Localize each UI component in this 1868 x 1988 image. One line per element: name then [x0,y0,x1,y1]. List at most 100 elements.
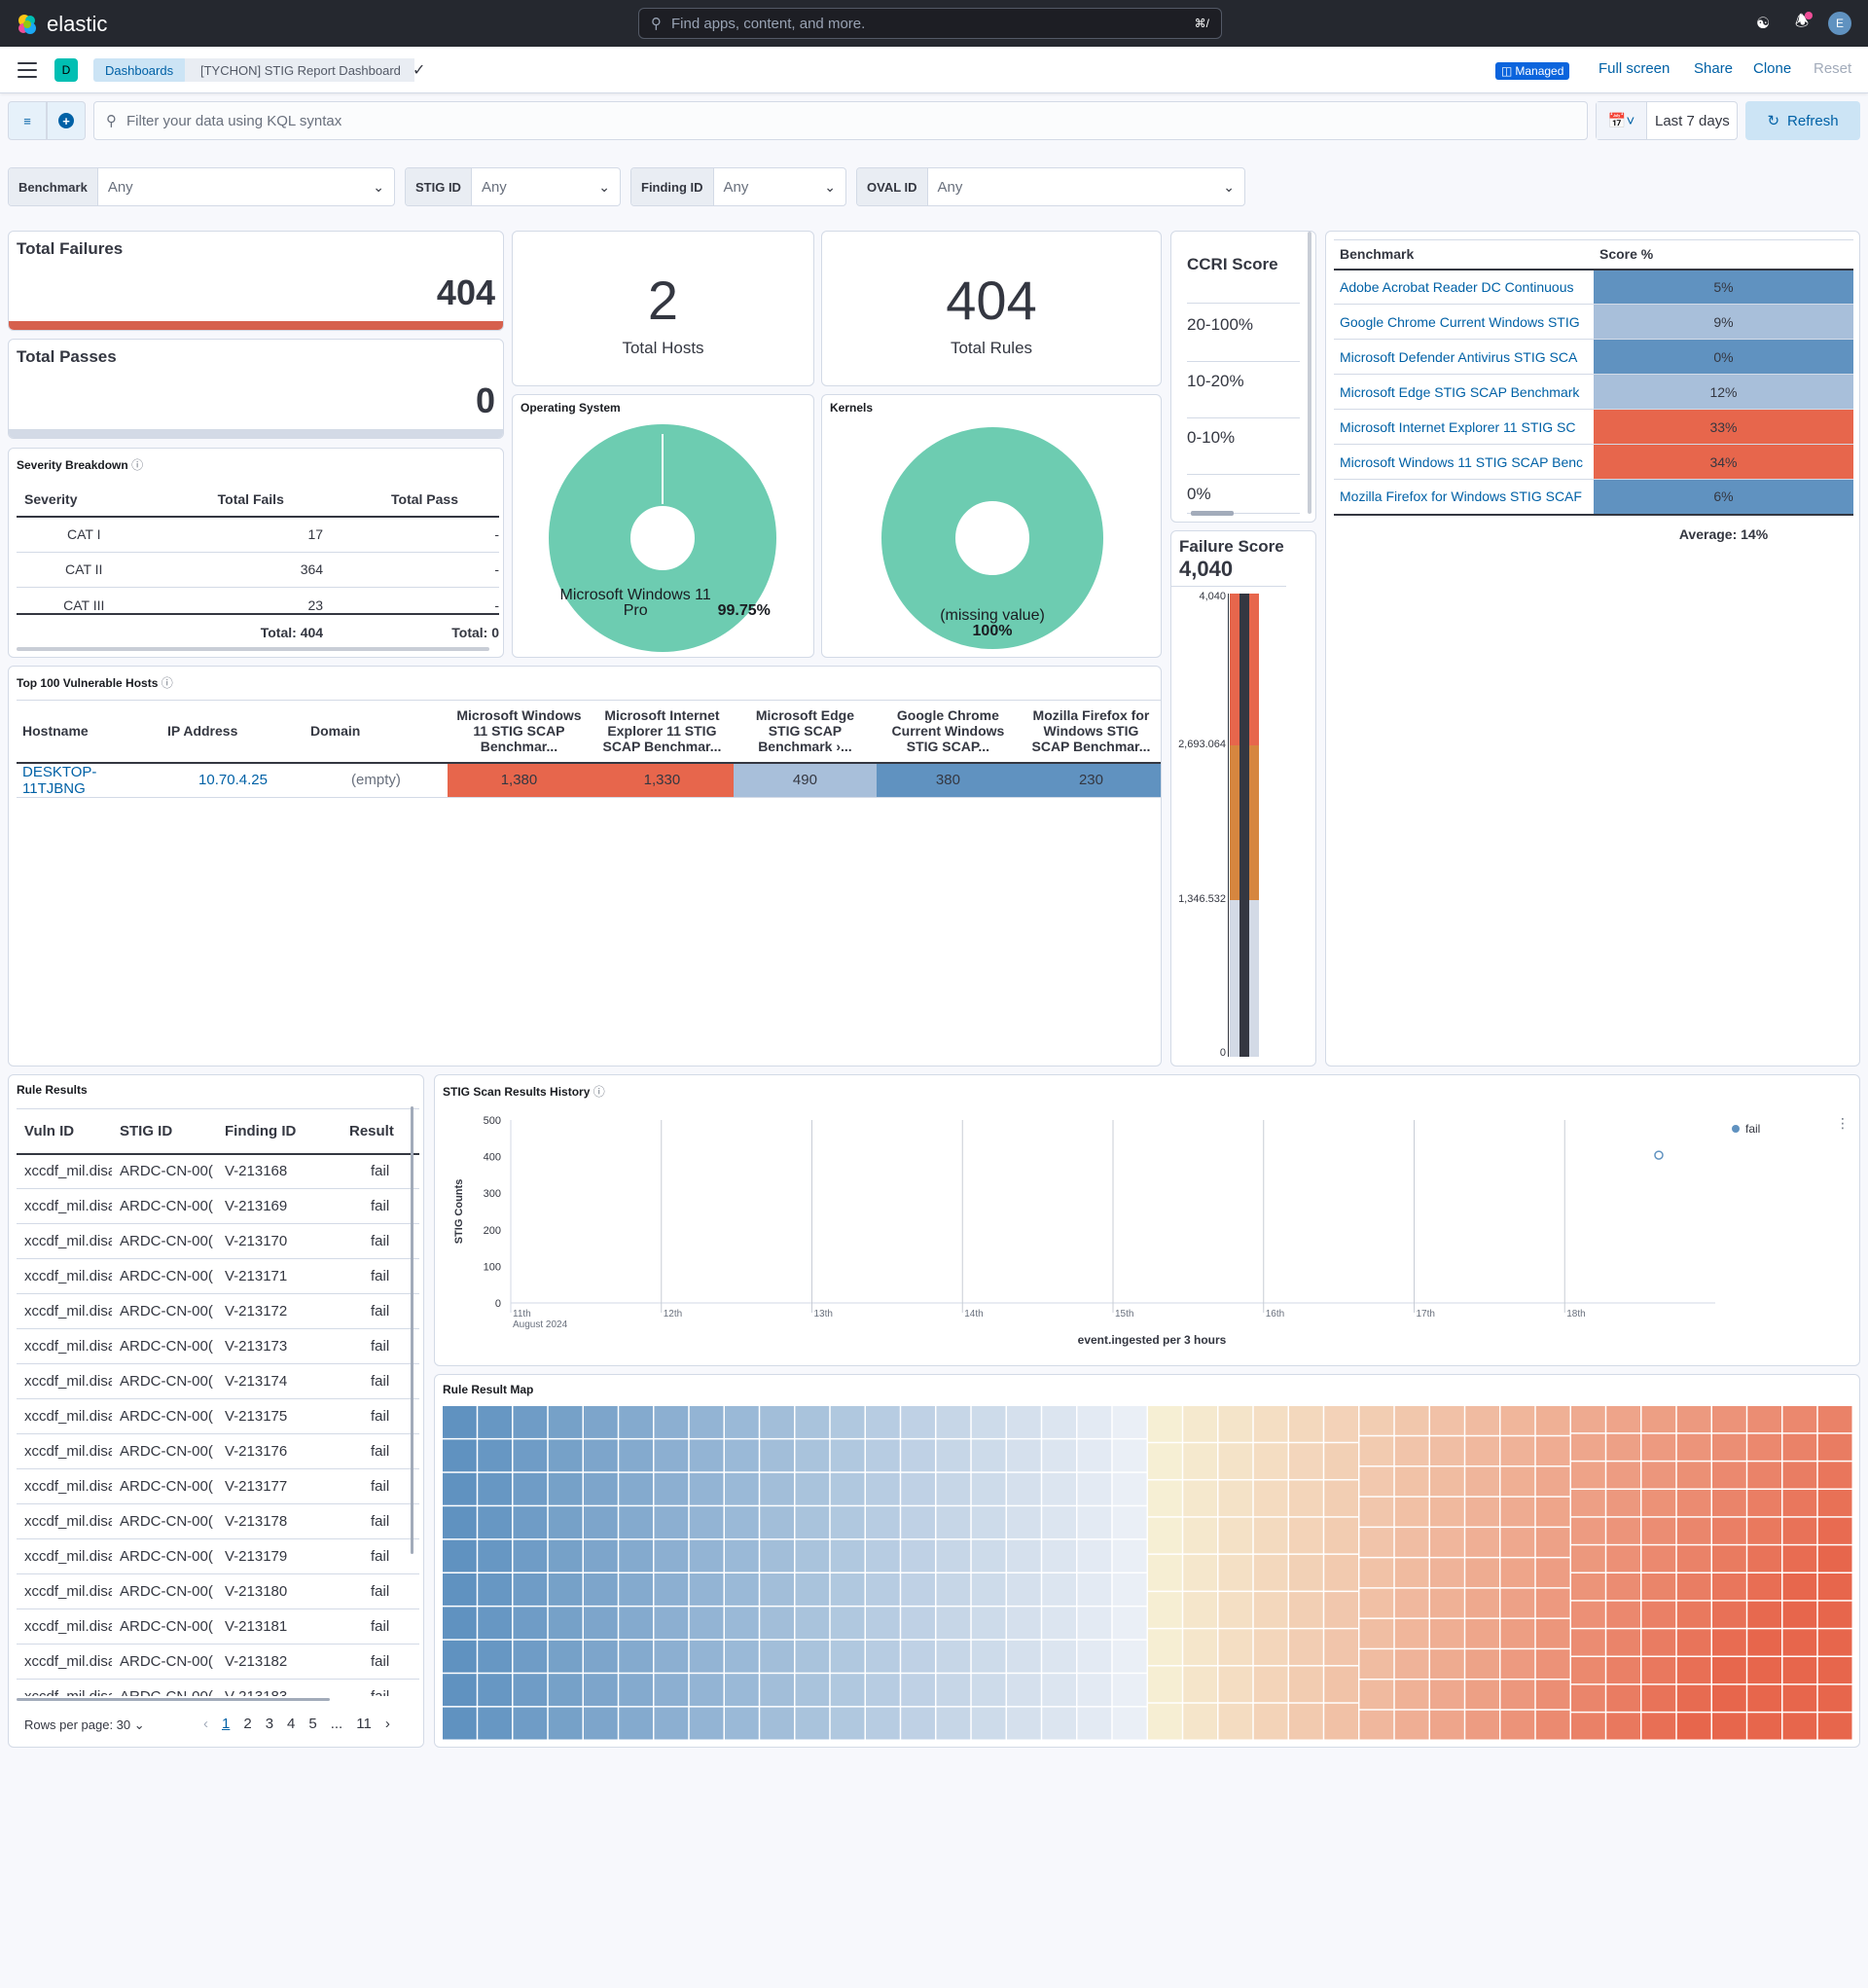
rule-cell[interactable] [936,1707,971,1740]
rule-cell[interactable] [795,1607,830,1640]
column-header[interactable]: Benchmark [1334,239,1594,271]
rule-cell[interactable] [1782,1517,1817,1544]
rule-cell[interactable] [1112,1573,1147,1606]
rule-cell[interactable] [1007,1472,1041,1505]
rule-cell[interactable] [1042,1573,1076,1606]
rule-cell[interactable] [1042,1539,1076,1572]
rule-cell[interactable] [619,1406,653,1438]
rule-cell[interactable] [936,1439,971,1472]
rule-cell[interactable] [1430,1466,1464,1497]
rule-cell[interactable] [689,1472,724,1505]
rule-cell[interactable] [795,1506,830,1539]
rule-cell[interactable] [478,1472,512,1505]
rule-cell[interactable] [1148,1554,1182,1591]
rule-cell[interactable] [1253,1480,1288,1517]
rule-cell[interactable] [760,1640,794,1673]
rule-cell[interactable] [1641,1657,1676,1684]
help-icon[interactable]: ☯ [1755,16,1771,32]
rule-cell[interactable] [1782,1601,1817,1628]
data-point[interactable] [1654,1150,1664,1160]
rule-cell[interactable] [1535,1649,1570,1679]
rule-cell[interactable] [478,1406,512,1438]
rule-cell[interactable] [901,1640,935,1673]
rule-cell[interactable] [1817,1629,1852,1656]
rule-cell[interactable] [901,1539,935,1572]
rule-cell[interactable] [1430,1588,1464,1618]
rule-cell[interactable] [1747,1684,1781,1712]
rule-results-scroll[interactable]: Vuln ID STIG ID Finding ID Result xccdf_… [17,1108,419,1696]
rule-cell[interactable] [866,1640,900,1673]
benchmark-link[interactable]: Adobe Acrobat Reader DC Continuous [1334,269,1594,305]
rule-cell[interactable] [1676,1657,1711,1684]
rule-cell[interactable] [725,1573,759,1606]
rule-cell[interactable] [548,1674,583,1707]
rule-cell[interactable] [1782,1713,1817,1740]
rule-cell[interactable] [1676,1462,1711,1489]
rule-cell[interactable] [1747,1517,1781,1544]
rule-cell[interactable] [1007,1506,1041,1539]
rule-cell[interactable] [866,1506,900,1539]
rule-cell[interactable] [866,1607,900,1640]
rule-cell[interactable] [1606,1406,1640,1433]
rule-cell[interactable] [1676,1629,1711,1656]
share-button[interactable]: Share [1694,60,1734,77]
rule-cell[interactable] [1465,1680,1499,1710]
rule-cell[interactable] [1817,1713,1852,1740]
rule-cell[interactable] [971,1674,1006,1707]
rule-cell[interactable] [1535,1618,1570,1648]
rule-cell[interactable] [1571,1490,1605,1517]
benchmark-link[interactable]: Microsoft Internet Explorer 11 STIG SC [1334,409,1594,445]
rule-cell[interactable] [1077,1573,1112,1606]
rule-cell[interactable] [1500,1710,1535,1740]
rule-cell[interactable] [1606,1713,1640,1740]
rule-cell[interactable] [689,1506,724,1539]
rule-cell[interactable] [1112,1539,1147,1572]
rule-cell[interactable] [1747,1573,1781,1601]
rule-cell[interactable] [1571,1433,1605,1461]
rule-cell[interactable] [1183,1666,1217,1703]
rule-cell[interactable] [1253,1517,1288,1554]
rule-cell[interactable] [443,1640,477,1673]
rule-cell[interactable] [1430,1406,1464,1435]
rule-cell[interactable] [1817,1684,1852,1712]
rule-cell[interactable] [1289,1703,1323,1740]
rule-cell[interactable] [1253,1592,1288,1628]
rule-cell[interactable] [1324,1517,1358,1554]
rule-cell[interactable] [760,1539,794,1572]
rule-cell[interactable] [1324,1629,1358,1666]
table-row[interactable]: xccdf_mil.disa ARDC-CN-00(V-213180 fail [17,1573,419,1609]
rule-cell[interactable] [1324,1406,1358,1442]
rule-cell[interactable] [1571,1657,1605,1684]
rule-cell[interactable] [1676,1601,1711,1628]
rule-cell[interactable] [1218,1666,1253,1703]
rule-cell[interactable] [971,1640,1006,1673]
rule-cell[interactable] [1324,1443,1358,1479]
rule-cell[interactable] [654,1406,689,1438]
calendar-icon[interactable]: 📅˅ [1597,102,1647,139]
rule-cell[interactable] [1359,1618,1394,1648]
rule-cell[interactable] [936,1674,971,1707]
rule-cell[interactable] [1747,1406,1781,1433]
rule-cell[interactable] [1500,1680,1535,1710]
avatar[interactable]: E [1828,12,1851,35]
global-search-input[interactable]: ⚲ Find apps, content, and more. ⌘/ [638,8,1222,39]
rule-cell[interactable] [1606,1517,1640,1544]
rule-cell[interactable] [1394,1528,1429,1557]
rule-cell[interactable] [1007,1640,1041,1673]
rule-cell[interactable] [1606,1684,1640,1712]
benchmark-link[interactable]: Google Chrome Current Windows STIG [1334,304,1594,340]
rule-cell[interactable] [1007,1607,1041,1640]
rule-cell[interactable] [1218,1554,1253,1591]
rule-cell[interactable] [901,1439,935,1472]
rule-cell[interactable] [1606,1657,1640,1684]
rule-cell[interactable] [1606,1573,1640,1601]
rule-cell[interactable] [584,1506,618,1539]
rule-cell[interactable] [1747,1433,1781,1461]
rule-cell[interactable] [1465,1710,1499,1740]
rule-cell[interactable] [478,1707,512,1740]
rule-cell[interactable] [1359,1528,1394,1557]
rule-cell[interactable] [1747,1657,1781,1684]
rule-cell[interactable] [1148,1480,1182,1517]
rule-cell[interactable] [1817,1517,1852,1544]
rule-cell[interactable] [1500,1649,1535,1679]
